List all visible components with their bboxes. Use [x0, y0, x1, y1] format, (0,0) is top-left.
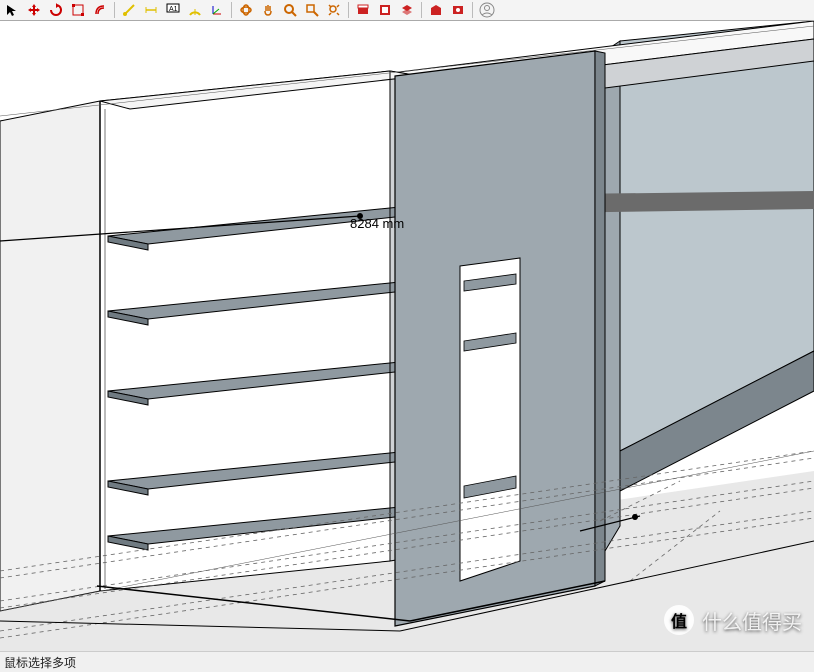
status-bar: 鼠标选择多项 [0, 651, 814, 672]
toolbar-separator [421, 2, 422, 18]
warehouse-tool[interactable] [426, 1, 446, 19]
zoom-window-tool[interactable] [302, 1, 322, 19]
move-tool[interactable] [24, 1, 44, 19]
orbit-tool[interactable] [236, 1, 256, 19]
scale-tool[interactable] [68, 1, 88, 19]
toolbar-separator [231, 2, 232, 18]
dim-tool[interactable] [141, 1, 161, 19]
zoom-tool[interactable] [280, 1, 300, 19]
layers-tool[interactable] [397, 1, 417, 19]
tape-tool[interactable] [119, 1, 139, 19]
text-tool[interactable]: A1 [163, 1, 183, 19]
measurement-label: 8284 mm [350, 216, 404, 231]
zoom-extents-tool[interactable] [324, 1, 344, 19]
extension-tool[interactable] [448, 1, 468, 19]
toolbar-separator [348, 2, 349, 18]
status-text: 鼠标选择多项 [4, 654, 76, 671]
select-tool[interactable] [2, 1, 22, 19]
svg-text:A1: A1 [169, 6, 178, 13]
viewport-3d[interactable]: 8284 mm 值 什么值得买 [0, 21, 814, 653]
offset-tool[interactable] [90, 1, 110, 19]
user-tool[interactable] [477, 1, 497, 19]
section-tool[interactable] [353, 1, 373, 19]
protractor-tool[interactable] [185, 1, 205, 19]
section-display-tool[interactable] [375, 1, 395, 19]
toolbar-separator [472, 2, 473, 18]
toolbar-separator [114, 2, 115, 18]
toolbar: A1 [0, 0, 814, 21]
pan-tool[interactable] [258, 1, 278, 19]
rotate-tool[interactable] [46, 1, 66, 19]
axes-tool[interactable] [207, 1, 227, 19]
model-scene [0, 21, 814, 653]
